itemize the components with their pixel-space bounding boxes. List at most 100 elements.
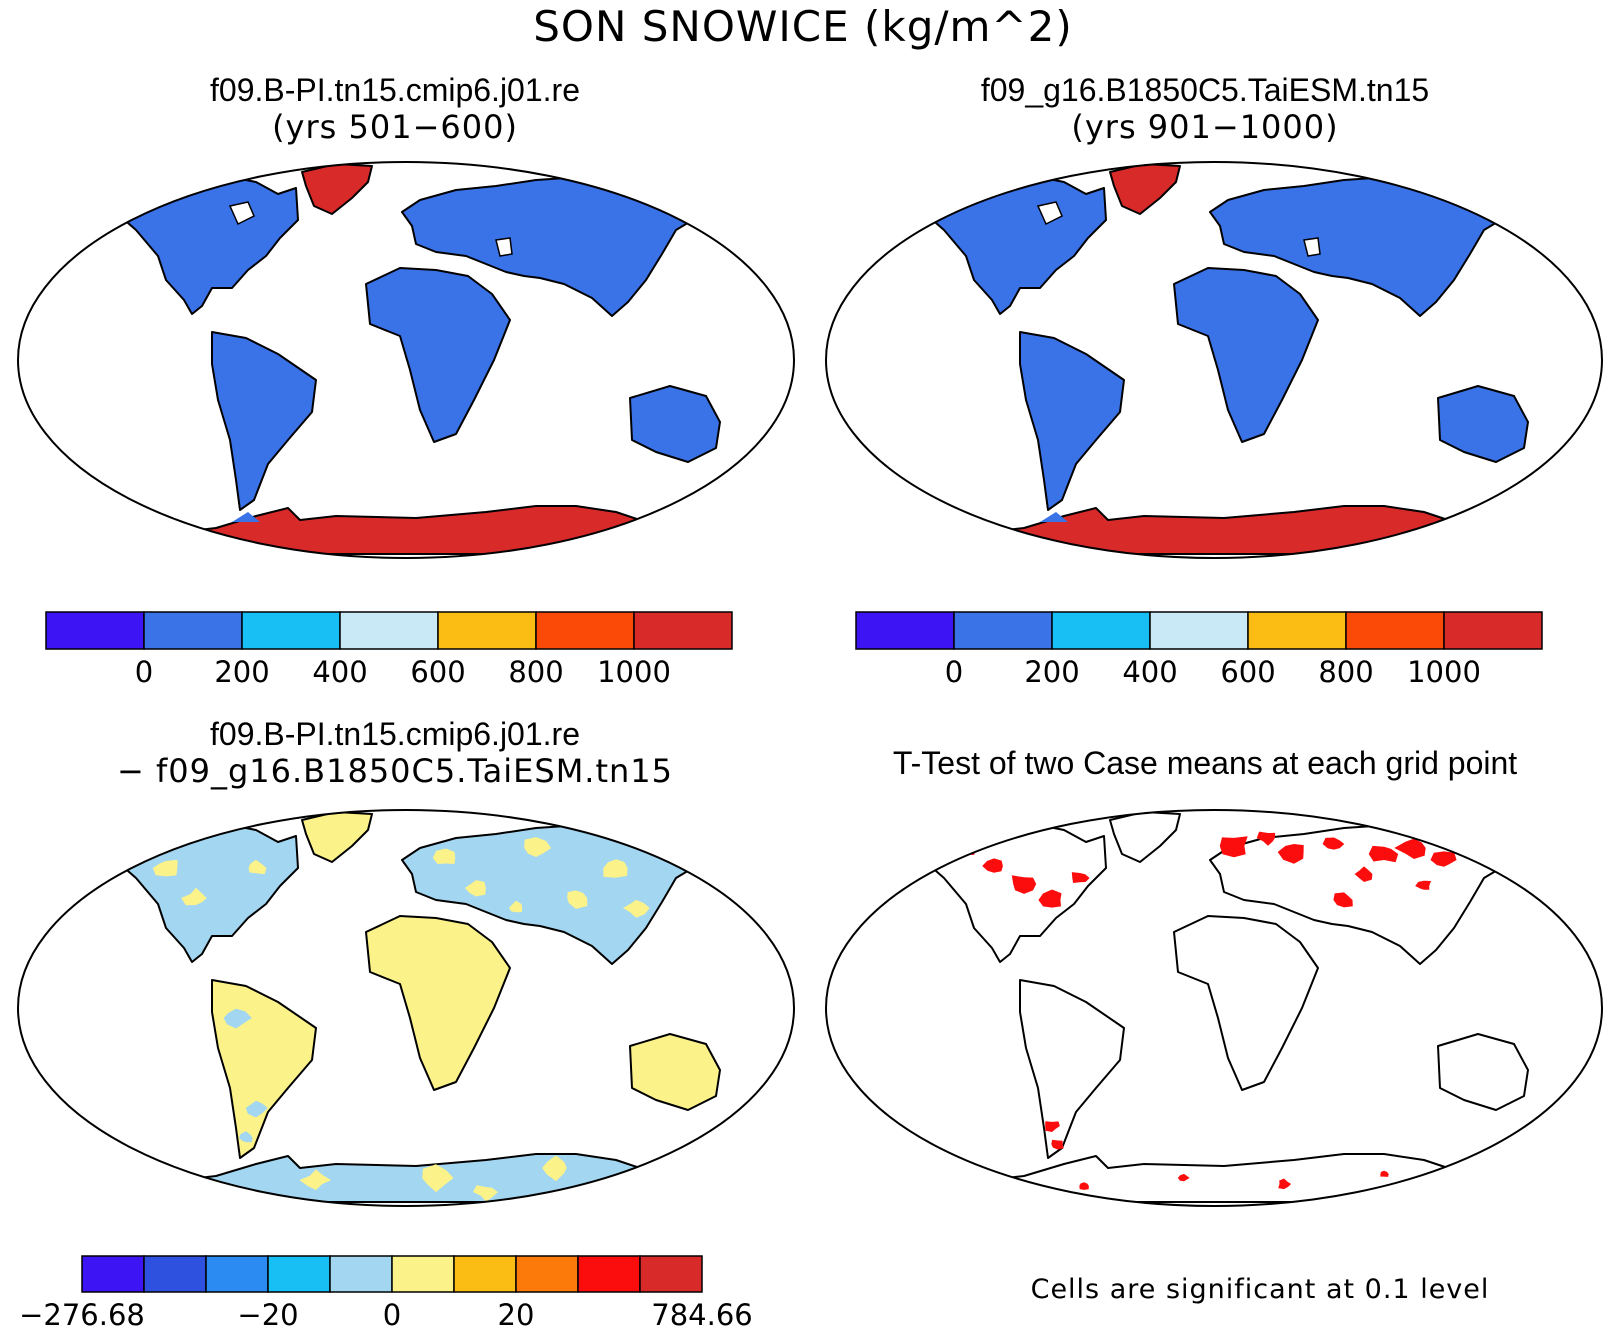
panel-title-difference-line1: f09.B-PI.tn15.cmip6.j01.re	[210, 716, 580, 752]
map-ttest	[824, 809, 1604, 1207]
panel-title-case1-line1: f09.B-PI.tn15.cmip6.j01.re	[210, 72, 580, 108]
colorbar-box	[339, 611, 439, 650]
significant-cell	[1071, 872, 1090, 883]
colorbar-box	[143, 611, 243, 650]
colorbar-box	[241, 611, 341, 650]
colorbar-tick-label: 1000	[1407, 655, 1481, 689]
colorbar-case1: 0 200 400 600 800 1000	[45, 611, 733, 689]
diff-patch	[139, 841, 158, 855]
colorbar-tick-label: 400	[1122, 655, 1177, 689]
significant-cell	[978, 1183, 991, 1192]
caspian-sea	[495, 237, 513, 257]
diff-patch	[542, 1155, 567, 1182]
colorbar-box	[143, 1255, 207, 1293]
main-title: SON SNOWICE (kg/m^2)	[533, 2, 1073, 51]
colorbar-box	[205, 1255, 269, 1293]
diff-patch	[623, 899, 650, 918]
colorbar-box	[453, 1255, 517, 1293]
significant-cell	[982, 858, 1003, 873]
colorbar-difference: −276.68 −20 0 20 784.66	[19, 1255, 753, 1327]
colorbar-tick-label: 800	[508, 655, 563, 689]
map-outline	[16, 809, 796, 1207]
diff-patch	[223, 1008, 252, 1029]
land-africa	[365, 915, 511, 1091]
diff-patch	[603, 859, 628, 878]
significant-cell	[1368, 845, 1399, 863]
land-southAmerica	[211, 331, 317, 511]
map-outline	[824, 809, 1604, 1207]
significant-cell	[1256, 831, 1276, 846]
significant-cell	[1079, 1182, 1089, 1190]
hudson-bay	[228, 201, 255, 226]
significant-cell	[1354, 866, 1373, 882]
land-australia	[629, 385, 721, 463]
map-case2	[824, 161, 1604, 559]
significant-cell	[1278, 1178, 1292, 1190]
significant-cell	[1045, 1121, 1060, 1132]
panel-title-case2: f09_g16.B1850C5.TaiESM.tn15 (yrs 901−100…	[810, 72, 1600, 146]
panel-title-case2-line1: f09_g16.B1850C5.TaiESM.tn15	[980, 72, 1430, 108]
colorbar-box	[535, 611, 635, 650]
significant-cell	[1456, 1183, 1469, 1194]
colorbar-box	[1051, 611, 1151, 650]
colorbar-tick-label: 200	[214, 655, 269, 689]
colorbar-tick-label: 200	[1024, 655, 1079, 689]
panel-title-case1-line2: (yrs 501−600)	[272, 107, 518, 146]
diff-patch	[509, 900, 523, 913]
colorbar-box	[45, 611, 145, 650]
significant-cell	[1219, 836, 1248, 858]
diff-patch	[299, 1169, 332, 1190]
colorbar-box	[1149, 611, 1249, 650]
colorbar-case2: 0 200 400 600 800 1000	[855, 611, 1543, 689]
significant-cell	[1380, 1170, 1389, 1177]
significant-cell	[1430, 851, 1457, 867]
colorbar-tick-label: 600	[1220, 655, 1275, 689]
significant-cell	[1038, 889, 1062, 908]
diff-patch	[657, 840, 679, 855]
map-case1	[16, 161, 796, 559]
map-outline	[16, 161, 796, 559]
land-africa	[365, 267, 511, 443]
diff-patch	[239, 1131, 253, 1143]
diff-patch	[181, 887, 207, 906]
diff-patch	[567, 890, 588, 909]
diff-patch	[432, 848, 456, 864]
diff-patch	[473, 1185, 498, 1202]
diff-patch	[245, 1100, 268, 1118]
colorbar-tick-label: 0	[135, 655, 153, 689]
colorbar-tick-label: 1000	[597, 655, 671, 689]
colorbar-tick-label: 784.66	[651, 1298, 752, 1327]
colorbar-tick-label: −276.68	[19, 1298, 145, 1327]
ice-patch	[232, 512, 260, 522]
significant-cell	[1322, 837, 1345, 850]
land-southAmerica	[1019, 979, 1125, 1159]
land-australia	[629, 1033, 721, 1111]
land-australia	[1437, 1033, 1529, 1111]
colorbar-tick-label: 400	[312, 655, 367, 689]
diff-patch	[248, 859, 267, 875]
land-eurasia	[1209, 175, 1515, 317]
ice-patch	[1040, 512, 1068, 522]
colorbar-tick-label: −20	[237, 1298, 298, 1327]
panel-title-ttest: T-Test of two Case means at each grid po…	[810, 745, 1600, 782]
significant-cell	[1277, 844, 1304, 864]
hudson-bay	[1036, 201, 1063, 226]
diff-patch	[422, 1164, 454, 1193]
significant-cell	[1394, 838, 1426, 859]
caspian-sea	[1303, 237, 1321, 257]
land-africa	[1173, 267, 1319, 443]
colorbar-box	[639, 1255, 703, 1293]
panel-title-difference: f09.B-PI.tn15.cmip6.j01.re − f09_g16.B18…	[0, 716, 790, 790]
colorbar-box	[855, 611, 955, 650]
panel-title-case1: f09.B-PI.tn15.cmip6.j01.re (yrs 501−600)	[0, 72, 790, 146]
significant-cell	[1415, 880, 1431, 890]
colorbar-tick-label: 800	[1318, 655, 1373, 689]
colorbar-tick-label: 0	[945, 655, 963, 689]
land-australia	[1437, 385, 1529, 463]
colorbar-box	[329, 1255, 393, 1293]
map-difference	[16, 809, 796, 1207]
significant-cell	[1177, 1173, 1190, 1182]
colorbar-box	[1345, 611, 1445, 650]
map-outline	[824, 161, 1604, 559]
colorbar-box	[953, 611, 1053, 650]
